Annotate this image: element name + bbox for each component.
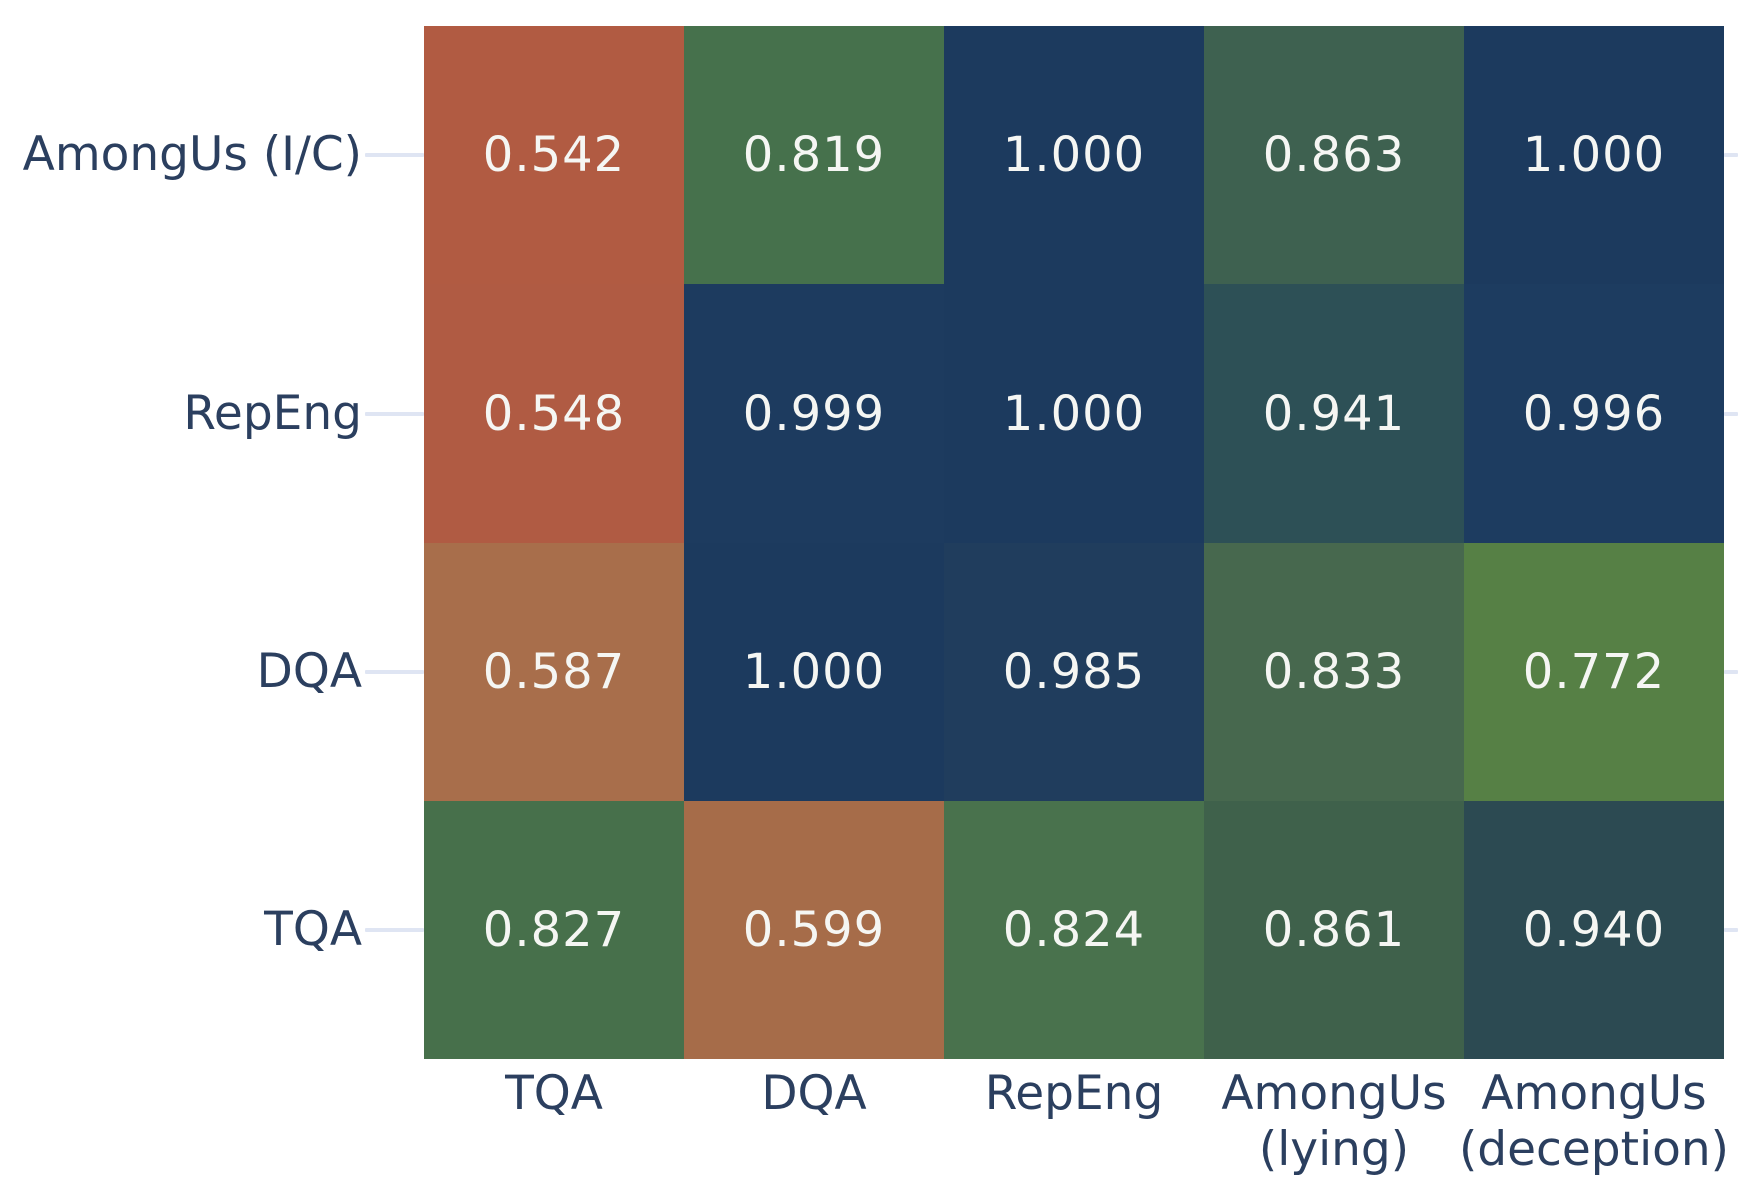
x-tick-label-line: RepEng (984, 1066, 1164, 1121)
x-tick-label-line: AmongUs (1481, 1066, 1707, 1121)
x-tick-label-line: (lying) (1258, 1122, 1410, 1177)
heatmap-cell-value: 1.000 (1002, 385, 1146, 442)
heatmap-cell-value: 0.941 (1262, 385, 1406, 442)
heatmap-cell-DQA-AmongUs (lying): 0.833 (1204, 543, 1464, 801)
heatmap-cell-value: 0.940 (1522, 902, 1666, 958)
heatmap-cell-value: 0.824 (1002, 902, 1146, 958)
x-tick-label-line: DQA (761, 1066, 867, 1121)
heatmap-cell-RepEng-RepEng: 1.000 (944, 284, 1204, 543)
heatmap-cell-RepEng-AmongUs (deception): 0.996 (1464, 284, 1724, 543)
heatmap-cell-AmongUs (I/C)-RepEng: 1.000 (944, 26, 1204, 284)
y-tick-mark (365, 670, 424, 674)
y-tick-mark-right (1724, 412, 1738, 416)
y-tick-label: AmongUs (I/C) (22, 127, 362, 182)
heatmap-cell-value: 0.772 (1522, 644, 1666, 700)
x-tick-label: AmongUs (deception) (1384, 1066, 1738, 1178)
heatmap-cell-value: 1.000 (1002, 127, 1146, 183)
heatmap-cell-value: 0.861 (1262, 902, 1406, 958)
x-tick-label: RepEng (864, 1066, 1284, 1122)
heatmap-cell-AmongUs (I/C)-AmongUs (deception): 1.000 (1464, 26, 1724, 284)
heatmap-cell-RepEng-DQA: 0.999 (684, 284, 944, 543)
y-tick-mark-right (1724, 153, 1738, 157)
heatmap-cell-TQA-AmongUs (lying): 0.861 (1204, 801, 1464, 1059)
heatmap-cell-value: 1.000 (1522, 127, 1666, 183)
heatmap-cell-value: 0.985 (1002, 644, 1146, 700)
heatmap-cell-TQA-AmongUs (deception): 0.940 (1464, 801, 1724, 1059)
heatmap-cell-value: 0.548 (482, 385, 626, 442)
heatmap-cell-value: 0.999 (742, 385, 886, 442)
heatmap-cell-DQA-AmongUs (deception): 0.772 (1464, 543, 1724, 801)
x-tick-label-line: AmongUs (1221, 1066, 1447, 1121)
y-tick-label: TQA (264, 902, 362, 957)
heatmap-cell-value: 0.587 (482, 644, 626, 700)
x-tick-label: AmongUs (lying) (1124, 1066, 1544, 1178)
heatmap-cell-RepEng-AmongUs (lying): 0.941 (1204, 284, 1464, 543)
heatmap-cell-RepEng-TQA: 0.548 (424, 284, 684, 543)
heatmap-cell-value: 0.599 (742, 902, 886, 958)
y-tick-mark (365, 153, 424, 157)
heatmap-cell-AmongUs (I/C)-AmongUs (lying): 0.863 (1204, 26, 1464, 284)
y-tick-mark (365, 928, 424, 932)
heatmap-cell-TQA-RepEng: 0.824 (944, 801, 1204, 1059)
heatmap-cell-value: 0.863 (1262, 127, 1406, 183)
x-tick-label-line: TQA (505, 1066, 603, 1121)
y-tick-mark-right (1724, 928, 1738, 932)
heatmap-cell-TQA-DQA: 0.599 (684, 801, 944, 1059)
heatmap-cell-AmongUs (I/C)-TQA: 0.542 (424, 26, 684, 284)
x-tick-label-line: (deception) (1458, 1122, 1730, 1177)
y-tick-label: RepEng (183, 386, 362, 441)
x-tick-label: TQA (344, 1066, 764, 1122)
heatmap-cell-value: 0.542 (482, 127, 626, 183)
y-tick-mark-right (1724, 670, 1738, 674)
x-tick-label: DQA (604, 1066, 1024, 1122)
heatmap-cell-TQA-TQA: 0.827 (424, 801, 684, 1059)
heatmap-cell-DQA-TQA: 0.587 (424, 543, 684, 801)
heatmap-cell-value: 0.833 (1262, 644, 1406, 700)
heatmap-cell-value: 1.000 (742, 644, 886, 700)
y-tick-mark (365, 412, 424, 416)
heatmap-cell-value: 0.819 (742, 127, 886, 183)
heatmap-cell-value: 0.827 (482, 902, 626, 958)
heatmap-cell-value: 0.996 (1522, 385, 1666, 442)
heatmap-cell-DQA-RepEng: 0.985 (944, 543, 1204, 801)
heatmap-cell-AmongUs (I/C)-DQA: 0.819 (684, 26, 944, 284)
heatmap-cell-DQA-DQA: 1.000 (684, 543, 944, 801)
y-tick-label: DQA (256, 644, 362, 699)
